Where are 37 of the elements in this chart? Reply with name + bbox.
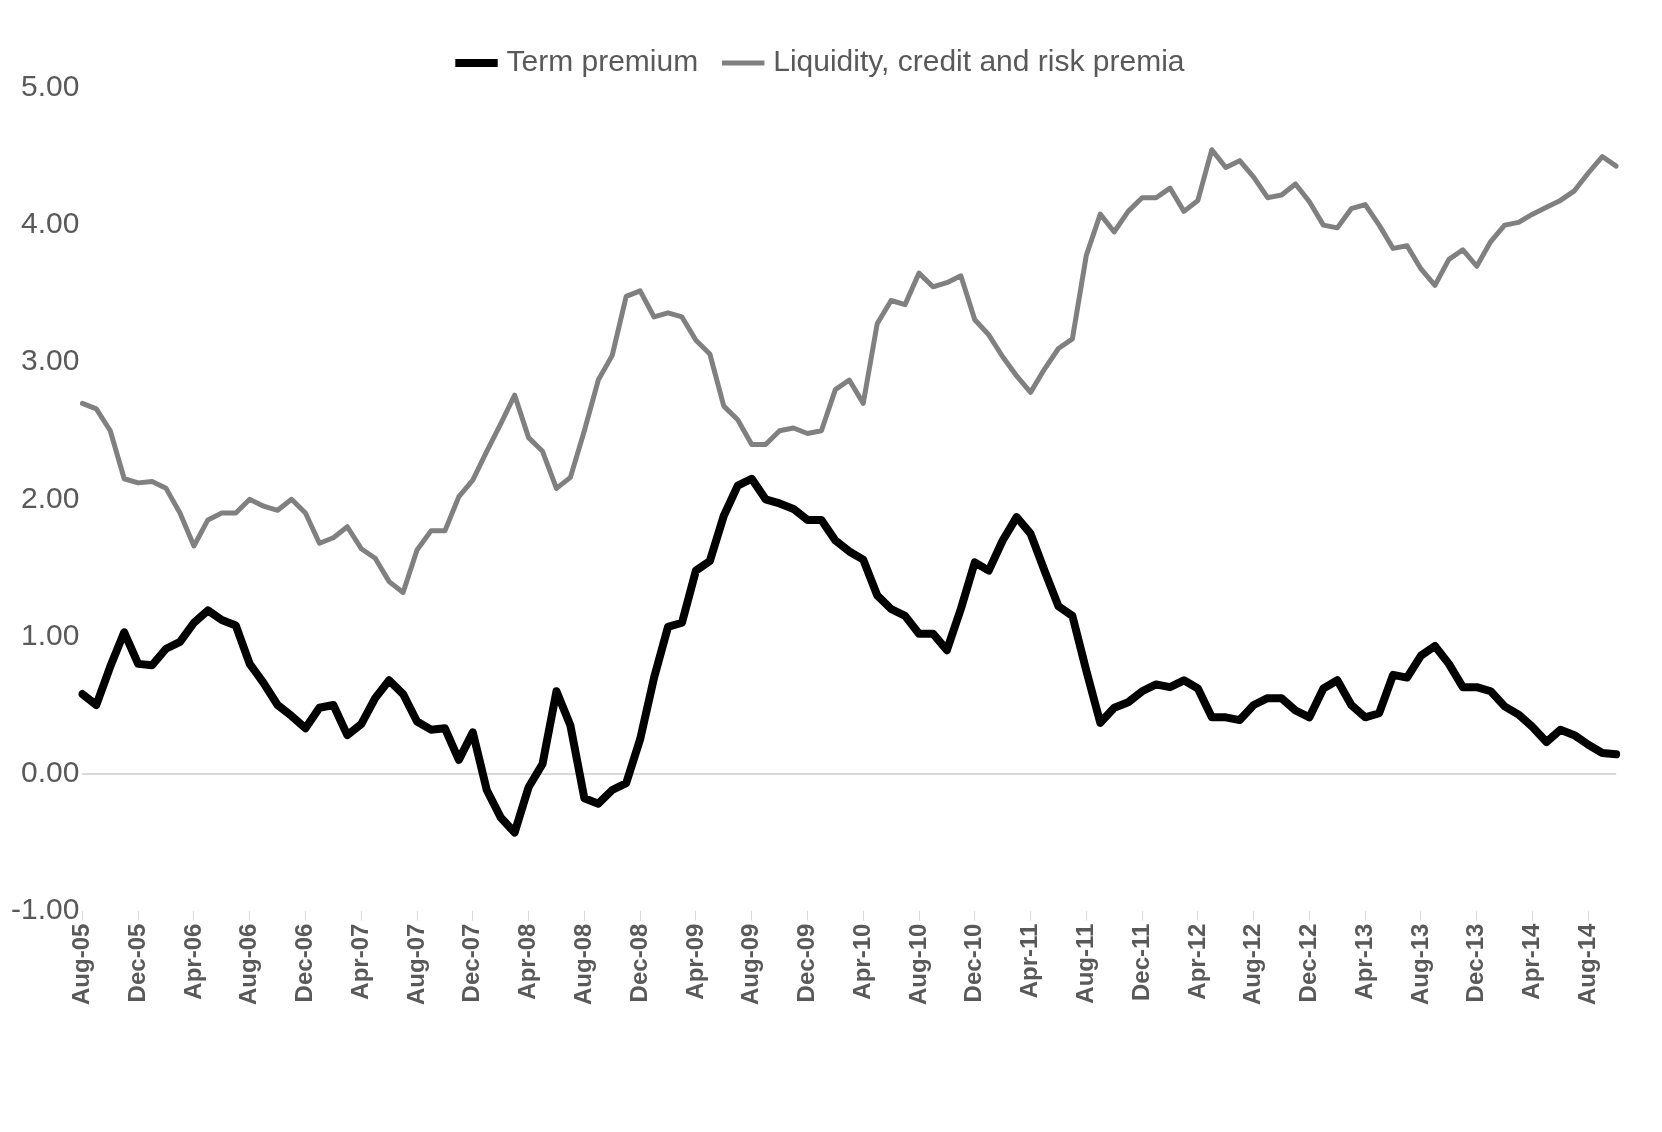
x-tick-label: Dec-13 — [1461, 923, 1489, 1003]
x-tick-label: Apr-09 — [680, 923, 708, 1000]
x-tick-label: Apr-11 — [1015, 923, 1043, 999]
x-tick-label: Aug-11 — [1070, 923, 1098, 1004]
x-tick-label: Aug-14 — [1572, 923, 1600, 1005]
x-tick-label: Aug-07 — [401, 923, 429, 1005]
x-tick-label: Dec-06 — [290, 923, 318, 1003]
x-tick-label: Aug-08 — [568, 923, 596, 1005]
x-tick-label: Apr-08 — [513, 923, 541, 1000]
x-tick-label: Dec-07 — [457, 923, 485, 1003]
y-tick-label: 0.00 — [20, 754, 80, 788]
x-tick-label: Dec-10 — [959, 923, 987, 1003]
legend-label: Term premium — [506, 44, 699, 78]
x-tick-label: Aug-06 — [234, 923, 262, 1005]
x-tick-label: Aug-12 — [1238, 923, 1266, 1005]
x-tick-label: Apr-12 — [1182, 923, 1210, 1000]
x-tick-label: Dec-08 — [624, 923, 652, 1003]
x-tick-label: Aug-05 — [67, 923, 94, 1005]
x-tick-label: Aug-13 — [1405, 923, 1433, 1005]
y-tick-label: 4.00 — [20, 206, 80, 240]
x-tick-label: Apr-14 — [1517, 923, 1545, 1000]
x-tick-label: Aug-10 — [903, 923, 931, 1005]
x-tick-label: Apr-10 — [847, 923, 875, 1000]
x-tick-label: Apr-07 — [345, 923, 373, 1000]
x-tick-label: Dec-11 — [1126, 923, 1154, 1002]
y-tick-label: 1.00 — [20, 617, 80, 651]
y-tick-label: 2.00 — [20, 480, 80, 514]
y-tick-label: 3.00 — [20, 343, 80, 377]
x-tick-label: Aug-09 — [736, 923, 764, 1005]
y-tick-label: 5.00 — [20, 69, 80, 103]
x-tick-label: Dec-05 — [122, 923, 150, 1003]
x-tick-label: Dec-09 — [792, 923, 820, 1003]
x-tick-label: Apr-13 — [1349, 923, 1377, 1000]
legend-label: Liquidity, credit and risk premia — [773, 44, 1185, 78]
x-tick-label: Dec-12 — [1294, 923, 1322, 1003]
x-tick-label: Apr-06 — [178, 923, 206, 1000]
y-tick-label: -1.00 — [10, 891, 80, 925]
